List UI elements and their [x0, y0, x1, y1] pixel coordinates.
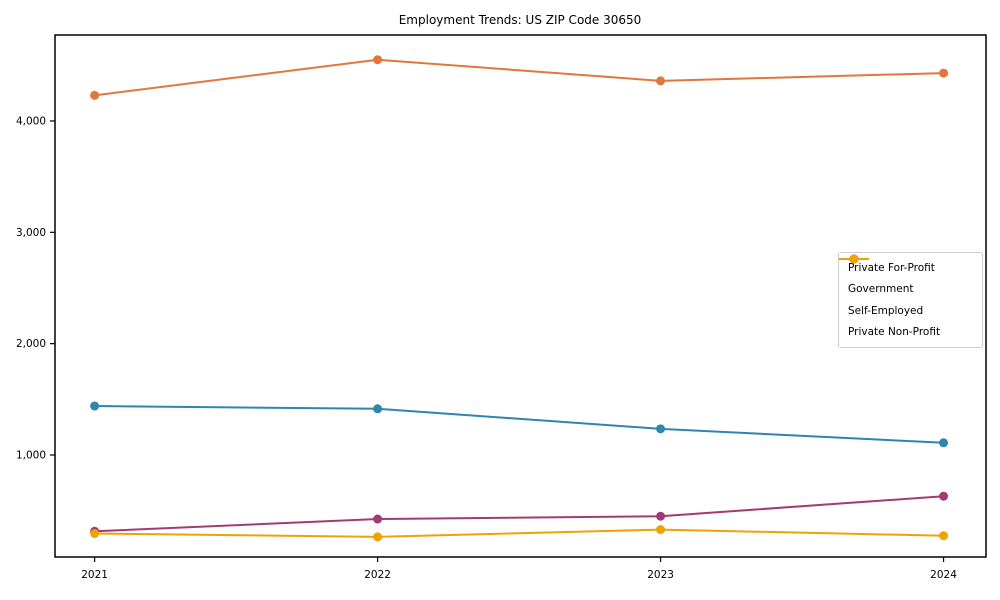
- data-point-marker: [656, 424, 666, 434]
- legend-label: Government: [848, 283, 914, 296]
- x-tick-label: 2024: [930, 569, 957, 581]
- series-government: [90, 401, 949, 448]
- data-point-marker: [939, 491, 949, 501]
- series-private-for-profit: [90, 55, 949, 100]
- y-tick-label: 2,000: [16, 338, 46, 350]
- data-point-marker: [373, 532, 383, 542]
- data-point-marker: [90, 90, 100, 100]
- y-tick-label: 3,000: [16, 227, 46, 239]
- plot-frame: [54, 34, 987, 558]
- data-point-marker: [90, 529, 100, 539]
- data-point-marker: [90, 401, 100, 411]
- legend: Private For-Profit Government Self-Employe…: [838, 252, 983, 348]
- data-point-marker: [656, 511, 666, 521]
- series-line: [94, 528, 944, 538]
- legend-item: Self-Employed: [839, 254, 973, 322]
- data-point-marker: [373, 55, 383, 65]
- data-point-marker: [939, 531, 949, 541]
- data-point-marker: [939, 68, 949, 78]
- legend-label: Self-Employed: [848, 304, 924, 317]
- series-self-employed: [90, 491, 949, 536]
- series-line: [94, 495, 944, 533]
- x-tick-label: 2022: [364, 569, 391, 581]
- data-point-marker: [373, 514, 383, 524]
- series-private-non-profit: [90, 525, 949, 542]
- legend-item: Private Non-Profit: [839, 254, 973, 344]
- legend-label: Private For-Profit: [848, 261, 935, 274]
- chart-title: Employment Trends: US ZIP Code 30650: [399, 13, 642, 27]
- x-tick-label: 2021: [81, 569, 108, 581]
- x-tick-label: 2023: [647, 569, 674, 581]
- legend-label: Private Non-Profit: [848, 326, 941, 339]
- y-tick-label: 1,000: [16, 450, 46, 462]
- data-point-marker: [656, 76, 666, 86]
- y-tick-label: 4,000: [16, 115, 46, 127]
- series-line: [94, 405, 944, 444]
- legend-line-marker-icon: [839, 254, 869, 264]
- data-point-marker: [656, 525, 666, 535]
- data-point-marker: [373, 404, 383, 414]
- data-point-marker: [939, 438, 949, 448]
- series-line: [94, 58, 944, 97]
- legend-item: Government: [839, 254, 973, 301]
